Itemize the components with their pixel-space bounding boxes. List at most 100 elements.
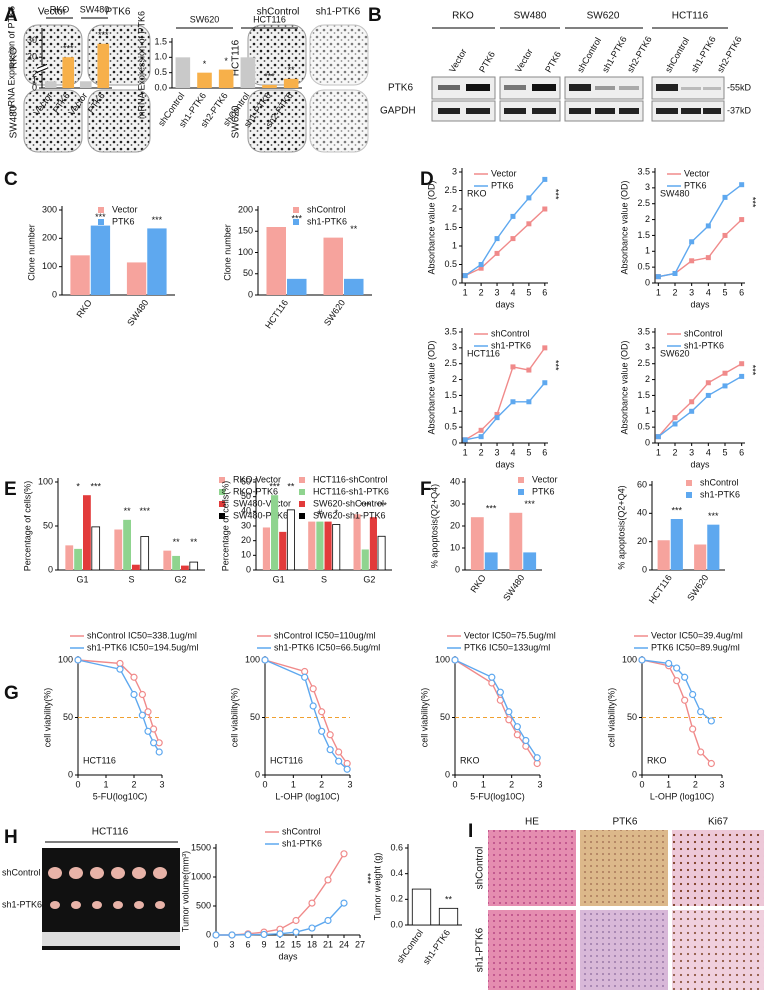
significance: *** xyxy=(748,197,758,208)
y-tick-label: 0 xyxy=(32,82,37,92)
point xyxy=(739,217,745,223)
y-tick-label: 300 xyxy=(42,204,57,214)
legend-swatch xyxy=(299,513,305,519)
legend-label: sh1-PTK6 xyxy=(282,838,322,848)
point xyxy=(340,850,348,858)
x-axis-label: days xyxy=(495,299,515,309)
significance: ** xyxy=(124,506,132,516)
y-tick-label: 100 xyxy=(38,476,53,486)
y-tick-label: 1.5 xyxy=(637,230,650,240)
point xyxy=(689,399,695,405)
point xyxy=(130,690,138,699)
x-tick-label: S xyxy=(128,574,134,584)
significance: *** xyxy=(748,365,758,376)
legend-label: SW620-shControl xyxy=(313,498,384,508)
y-axis-label: mRNA Expression of PTK6 xyxy=(6,6,16,114)
inner-label: RKO xyxy=(647,755,667,765)
lane-label: sh2-PTK6 xyxy=(715,35,744,75)
x-tick-label: 4 xyxy=(510,447,515,457)
panel-letters: A B C D E F G H I xyxy=(4,5,473,848)
bar xyxy=(147,228,167,295)
legend-swatch xyxy=(686,492,692,498)
bar xyxy=(91,526,101,571)
x-tick-label: 3 xyxy=(689,287,694,297)
x-tick-label: 9 xyxy=(261,939,266,949)
group-label: HCT116 xyxy=(253,14,286,24)
y-tick-label: 1.5 xyxy=(637,390,650,400)
y-tick-label: 60 xyxy=(637,479,647,489)
bar xyxy=(353,514,361,570)
image-label: sh1-PTK6 xyxy=(2,899,42,909)
image-label: RKO xyxy=(9,47,20,69)
legend-label: PTK6 xyxy=(684,180,707,190)
y-tick-label: 10 xyxy=(241,550,251,560)
y-tick-label: 3.5 xyxy=(637,326,650,336)
x-tick-label: sh1-PTK6 xyxy=(421,928,452,967)
series-line xyxy=(658,184,743,278)
x-tick-label: 4 xyxy=(706,447,711,457)
point xyxy=(672,270,678,276)
legend-swatch xyxy=(518,477,524,483)
y-tick-label: 30 xyxy=(241,520,251,530)
bar xyxy=(97,43,110,88)
y-tick-label: 2.5 xyxy=(444,185,457,195)
panel-letter: H xyxy=(4,827,18,848)
x-tick-label: 0 xyxy=(452,779,457,789)
lane-label: PTK6 xyxy=(477,50,497,74)
inner-label: HCT116 xyxy=(467,348,500,358)
y-tick-label: 0 xyxy=(455,564,460,574)
significance: *** xyxy=(269,482,280,492)
point xyxy=(542,380,548,386)
bar xyxy=(279,531,287,570)
y-tick-label: 20 xyxy=(241,535,251,545)
y-tick-label: 50 xyxy=(241,491,251,501)
point xyxy=(308,899,316,907)
lane-label: sh2-PTK6 xyxy=(625,35,654,75)
panel-letter: B xyxy=(368,5,382,26)
legend-label: sh1-PTK6 xyxy=(700,489,740,499)
legend-label: sh1-PTK6 xyxy=(491,340,531,350)
point xyxy=(228,931,236,939)
blot-line: HCT116 xyxy=(672,11,709,22)
significance: *** xyxy=(152,215,163,225)
legend-label: PTK6 xyxy=(532,486,555,496)
y-tick-label: 1.5 xyxy=(444,390,457,400)
x-tick-label: RKO xyxy=(74,298,93,320)
legend-label: Vector xyxy=(684,168,710,178)
bar xyxy=(509,512,523,570)
series-line xyxy=(464,347,546,441)
chart: 0 50 100 cell viability(%) L-OHP (log10C) RKO… xyxy=(606,630,742,801)
point xyxy=(505,708,513,716)
significance: ** xyxy=(445,895,453,905)
point xyxy=(739,182,745,188)
point xyxy=(722,232,728,238)
series-line xyxy=(216,853,345,936)
legend-label: RKO-Vector xyxy=(233,474,281,484)
y-tick-label: 0 xyxy=(642,564,647,574)
y-tick-label: 0 xyxy=(68,769,73,779)
significance: *** xyxy=(360,501,371,511)
panel-letter: G xyxy=(4,683,19,704)
point xyxy=(526,399,532,405)
x-tick-label: 5 xyxy=(722,287,727,297)
y-tick-label: 100 xyxy=(58,654,73,664)
blot-line: SW480 xyxy=(514,11,547,22)
y-tick-label: 0 xyxy=(246,564,251,574)
y-tick-label: 40 xyxy=(241,506,251,516)
significance: *** xyxy=(376,501,387,511)
bar xyxy=(83,495,91,570)
western-blot: RKO SW480 SW620 HCT116 Vector PTK6 Vecto… xyxy=(380,11,752,122)
y-axis-label: Absorbance value (OD) xyxy=(619,180,629,274)
point xyxy=(478,265,484,271)
point xyxy=(722,194,728,200)
legend-label: shControl xyxy=(282,826,321,836)
bar xyxy=(670,519,683,570)
lane-label: sh1-PTK6 xyxy=(600,35,629,75)
significance: *** xyxy=(708,511,719,521)
point xyxy=(326,731,334,739)
point xyxy=(478,262,484,267)
x-tick-label: 2 xyxy=(509,779,514,789)
x-tick-label: 2 xyxy=(319,779,324,789)
legend-swatch xyxy=(98,207,104,213)
point xyxy=(451,656,459,664)
